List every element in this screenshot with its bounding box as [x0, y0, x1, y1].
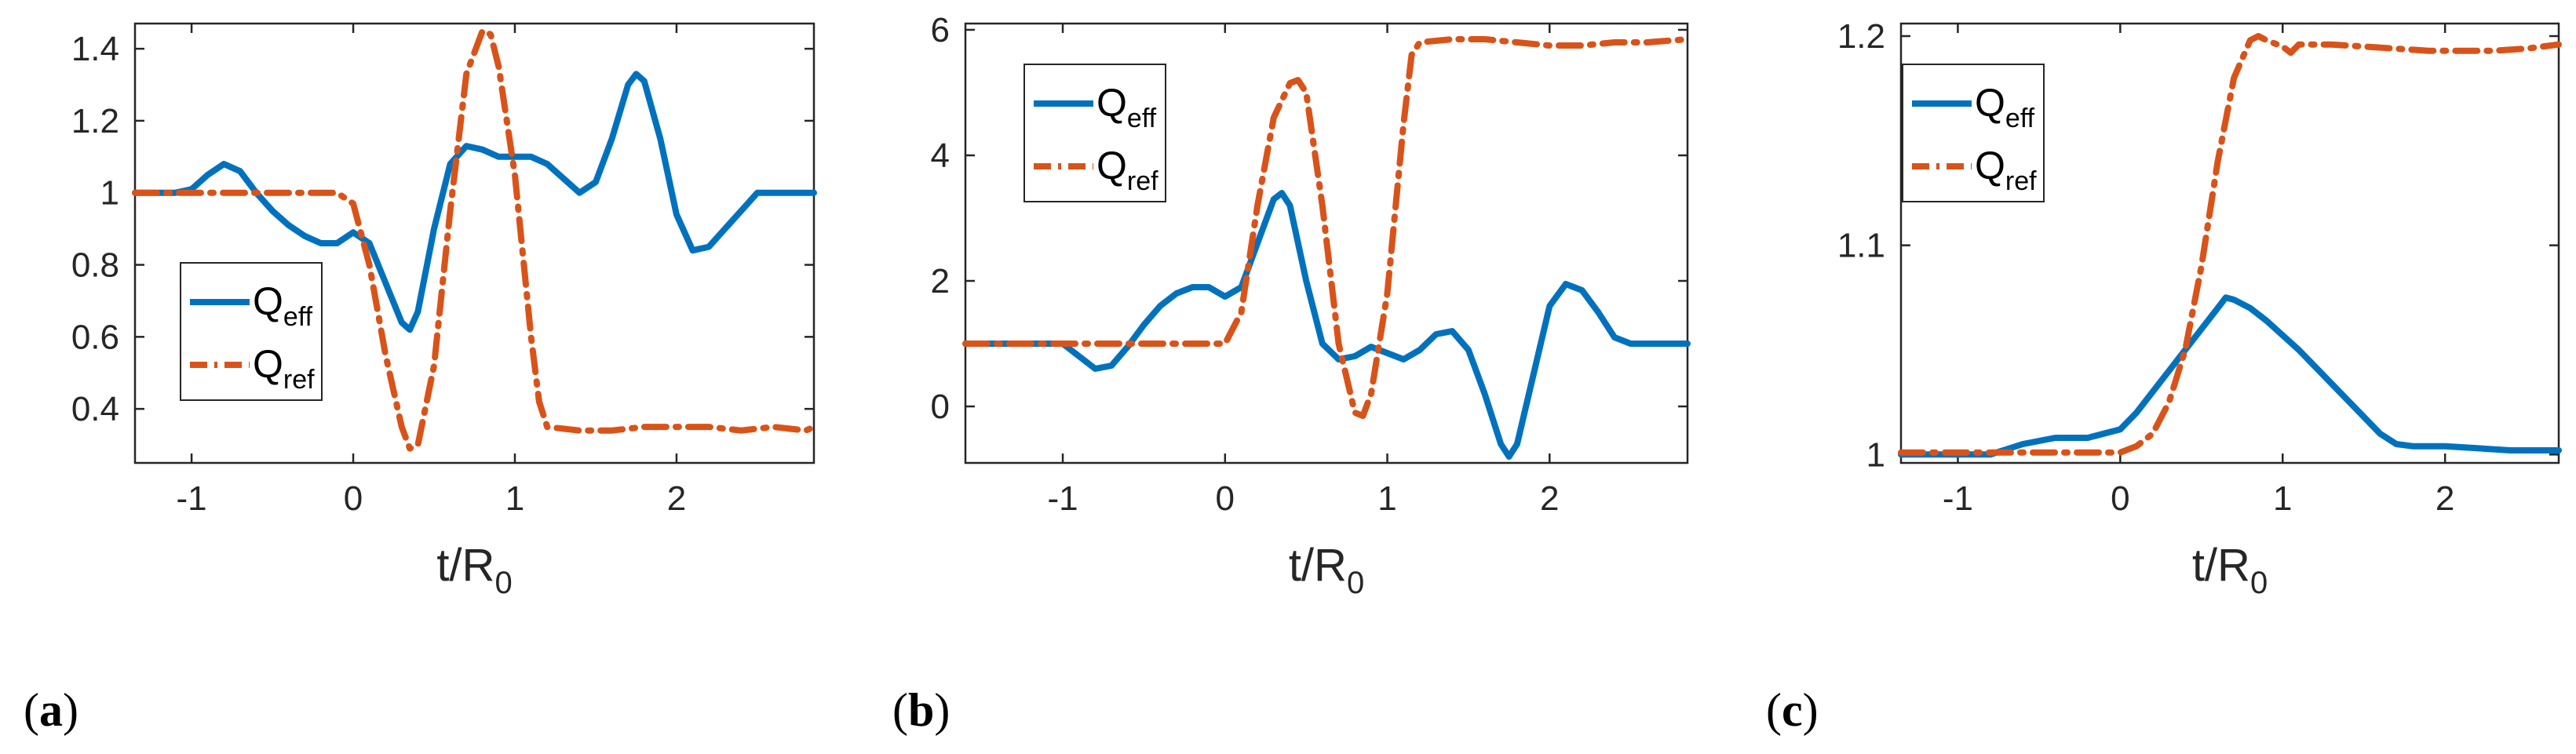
series-line-eff	[962, 190, 1691, 460]
y-tick-label: 1.4	[71, 30, 119, 68]
x-axis-label: t/R0	[436, 540, 512, 600]
x-tick-label: 2	[2436, 479, 2454, 518]
y-tick-label: 1.1	[1837, 227, 1885, 265]
legend-box	[1902, 64, 2045, 202]
x-tick-label: -1	[1943, 479, 1973, 518]
legend-box	[1023, 64, 1166, 202]
series-line-ref	[1898, 33, 2562, 456]
x-tick-label: -1	[177, 479, 207, 518]
series-line-eff	[1898, 294, 2562, 458]
panel-label: (a)	[24, 684, 78, 736]
x-tick-label: 0	[1216, 479, 1235, 518]
series-line-ref	[962, 36, 1691, 419]
x-tick-label: -1	[1047, 479, 1078, 518]
y-tick-label: 1.2	[71, 102, 119, 140]
x-tick-label: 2	[1540, 479, 1559, 518]
x-tick-label: 0	[344, 479, 363, 518]
x-tick-label: 0	[2111, 479, 2129, 518]
x-axis-label: t/R0	[2192, 540, 2268, 600]
y-tick-label: 1	[100, 174, 119, 213]
y-tick-label: 1	[1866, 435, 1885, 474]
y-tick-label: 0.4	[71, 390, 119, 428]
series-line-ref	[132, 27, 817, 452]
y-tick-label: 4	[931, 137, 950, 175]
x-tick-label: 1	[505, 479, 524, 518]
series-line-eff	[132, 71, 817, 333]
y-tick-label: 0.6	[71, 318, 119, 356]
x-tick-label: 1	[1377, 479, 1396, 518]
x-tick-label: 1	[2273, 479, 2292, 518]
panel-label: (b)	[892, 684, 950, 736]
y-tick-label: 1.2	[1837, 17, 1885, 56]
y-tick-label: 6	[931, 11, 950, 49]
y-tick-label: 0.8	[71, 246, 119, 285]
legend-box	[180, 262, 323, 401]
x-tick-label: 2	[667, 479, 686, 518]
y-tick-label: 2	[931, 262, 950, 301]
legend-label: Qeff	[1096, 81, 1157, 133]
y-tick-label: 0	[931, 388, 950, 426]
panel-label: (c)	[1766, 684, 1819, 736]
x-axis-label: t/R0	[1289, 540, 1364, 600]
